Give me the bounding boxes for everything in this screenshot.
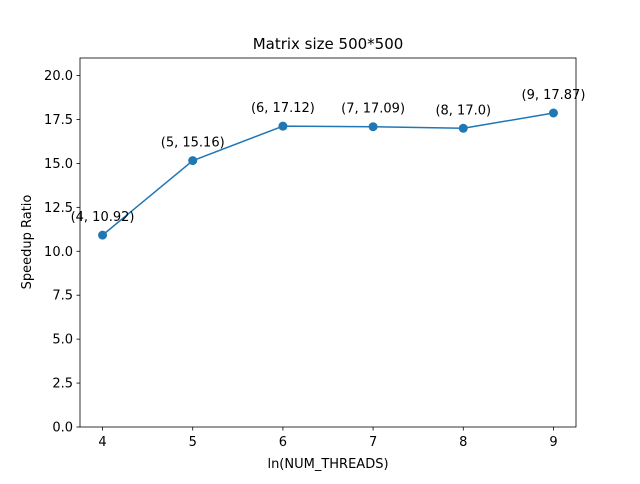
data-points [98, 108, 558, 240]
x-tick-label: 4 [98, 435, 106, 450]
y-tick-label: 5.0 [52, 333, 73, 348]
y-axis-label: Speedup Ratio [20, 195, 35, 290]
data-point [368, 122, 378, 132]
y-tick-label: 12.5 [44, 201, 73, 216]
y-tick-label: 2.5 [52, 377, 73, 392]
x-tick-label: 7 [369, 435, 377, 450]
y-tick-label: 17.5 [44, 113, 73, 128]
x-axis-label: ln(NUM_THREADS) [267, 457, 388, 472]
data-label: (5, 15.16) [161, 136, 225, 151]
data-point [98, 230, 108, 240]
data-labels: (4, 10.92) (5, 15.16) (6, 17.12) (7, 17.09)… [71, 88, 586, 225]
data-point [278, 121, 288, 131]
data-label: (8, 17.0) [435, 103, 491, 118]
x-axis-ticks: 4 5 6 7 8 9 [98, 427, 558, 450]
chart-title: Matrix size 500*500 [253, 35, 404, 53]
data-point [188, 156, 198, 166]
data-label: (7, 17.09) [341, 102, 405, 117]
x-tick-label: 9 [549, 435, 557, 450]
y-tick-label: 15.0 [44, 157, 73, 172]
data-label: (6, 17.12) [251, 101, 315, 116]
y-tick-label: 0.0 [52, 421, 73, 436]
y-tick-label: 20.0 [44, 69, 73, 84]
y-axis-ticks: 0.0 2.5 5.0 7.5 10.0 12.5 15.0 17.5 20.0 [44, 69, 80, 436]
plot-area [80, 58, 576, 427]
y-tick-label: 7.5 [52, 289, 73, 304]
series-line [102, 112, 554, 236]
y-tick-label: 10.0 [44, 245, 73, 260]
data-label: (4, 10.92) [71, 210, 135, 225]
x-tick-label: 5 [189, 435, 197, 450]
x-tick-label: 8 [459, 435, 467, 450]
data-point [548, 108, 558, 118]
x-tick-label: 6 [279, 435, 287, 450]
data-point [458, 123, 468, 133]
plot-frame [79, 57, 577, 428]
data-label: (9, 17.87) [522, 88, 586, 103]
